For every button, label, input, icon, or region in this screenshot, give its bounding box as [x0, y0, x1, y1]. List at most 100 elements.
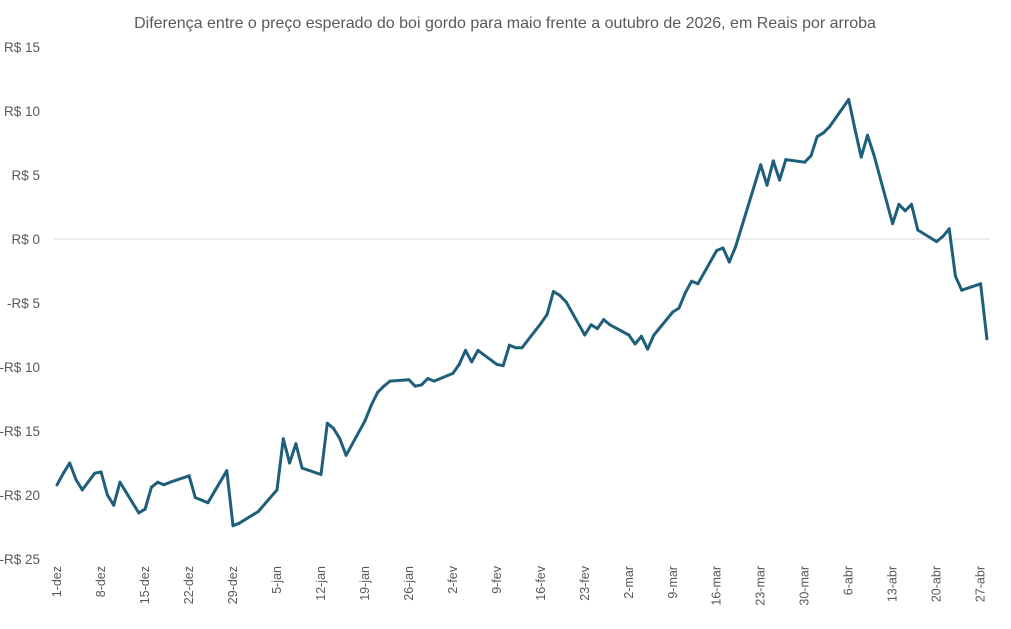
x-tick-label: 27-abr — [974, 566, 988, 602]
data-point — [677, 306, 681, 310]
data-point — [294, 442, 298, 446]
data-point — [935, 240, 939, 244]
data-point — [847, 98, 851, 101]
x-tick-label: 22-dez — [182, 566, 196, 604]
data-point — [149, 485, 153, 489]
data-point — [61, 471, 65, 475]
data-point — [759, 163, 763, 167]
data-point — [671, 310, 675, 314]
data-point — [137, 511, 141, 515]
data-point — [803, 160, 807, 164]
x-tick-label: 2-mar — [622, 566, 636, 599]
data-point — [325, 421, 329, 425]
data-point — [690, 279, 694, 283]
data-point — [187, 474, 191, 478]
data-point — [589, 323, 593, 327]
x-axis: 1-dez 8-dez 15-dez 22-dez 29-dez 5-jan 12-jan 1… — [50, 565, 987, 605]
data-point — [80, 488, 84, 492]
data-point — [118, 480, 122, 484]
x-tick-label: 8-dez — [94, 566, 108, 597]
y-tick-label: R$ 10 — [4, 104, 40, 119]
data-point — [124, 490, 128, 494]
chart-title: Diferença entre o preço esperado do boi … — [134, 15, 876, 32]
data-point — [866, 133, 869, 137]
data-point — [344, 453, 348, 457]
data-point — [300, 466, 304, 470]
data-point — [451, 371, 455, 375]
data-point — [979, 282, 983, 286]
y-tick-label: R$ 15 — [4, 40, 40, 55]
data-point — [376, 391, 379, 395]
x-tick-label: 6-abr — [842, 566, 856, 595]
data-point — [947, 227, 951, 231]
series-line — [55, 98, 989, 528]
data-point — [93, 471, 97, 475]
data-point — [156, 480, 160, 484]
data-point — [771, 159, 775, 163]
data-point — [960, 288, 964, 292]
data-point — [432, 379, 436, 383]
data-point — [696, 282, 700, 286]
data-point — [420, 383, 423, 387]
data-point — [168, 480, 172, 484]
x-tick-label: 15-dez — [138, 566, 152, 604]
data-point — [872, 153, 876, 156]
data-point — [388, 379, 392, 383]
data-point — [765, 183, 769, 187]
data-point — [822, 131, 825, 135]
data-point — [602, 318, 606, 322]
data-point — [162, 483, 166, 487]
data-point — [778, 178, 782, 182]
y-tick-label: -R$ 10 — [0, 360, 40, 375]
data-point — [382, 384, 386, 388]
y-tick-label: -R$ 5 — [7, 296, 40, 311]
data-point — [112, 503, 116, 507]
y-tick-label: -R$ 25 — [0, 552, 40, 567]
data-point — [413, 384, 417, 388]
x-tick-label: 1-dez — [50, 566, 64, 597]
data-point — [595, 327, 599, 331]
x-tick-label: 19-jan — [358, 566, 372, 601]
data-point — [734, 245, 738, 249]
data-point — [646, 347, 650, 351]
data-point — [891, 222, 895, 226]
data-point — [68, 461, 72, 465]
data-point — [143, 507, 147, 511]
x-tick-label: 9-fev — [490, 565, 504, 594]
data-point — [464, 348, 467, 352]
data-point — [953, 274, 957, 278]
y-tick-label: R$ 0 — [11, 232, 40, 247]
data-point — [363, 419, 367, 423]
data-point — [225, 469, 229, 473]
data-point — [369, 403, 373, 407]
data-point — [55, 483, 59, 487]
data-point — [407, 378, 411, 382]
y-tick-label: -R$ 20 — [0, 488, 40, 503]
data-point — [338, 437, 342, 441]
data-point — [514, 346, 518, 350]
data-point — [941, 234, 945, 238]
y-axis: R$ 15 R$ 10 R$ 5 R$ 0 -R$ 5 -R$ 10 -R$ 15 -R$ 2… — [0, 40, 40, 567]
data-point — [281, 437, 285, 441]
data-point — [627, 333, 631, 337]
data-point — [495, 362, 499, 366]
data-point — [564, 300, 568, 304]
data-point — [721, 246, 725, 250]
data-point — [256, 510, 260, 514]
data-point — [809, 154, 813, 158]
x-tick-label: 26-jan — [402, 566, 416, 601]
data-point — [551, 290, 555, 293]
data-point — [193, 496, 197, 500]
data-point — [426, 377, 430, 380]
data-point — [608, 323, 612, 327]
data-point — [903, 209, 907, 213]
data-point — [715, 249, 719, 252]
data-point — [558, 293, 562, 297]
data-point — [910, 202, 913, 206]
x-tick-label: 23-fev — [578, 565, 592, 600]
x-tick-label: 16-fev — [534, 565, 548, 600]
data-point — [476, 348, 480, 352]
data-point — [319, 473, 323, 476]
data-point — [275, 488, 279, 492]
